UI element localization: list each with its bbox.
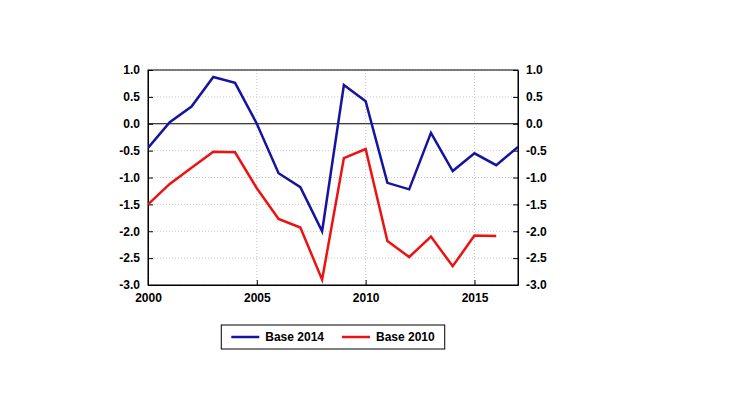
series-line [148, 77, 518, 231]
grid-line-x [474, 70, 475, 285]
tick: -2.0 [119, 225, 153, 239]
tick-label: -3.0 [526, 278, 547, 292]
tick: 1.0 [513, 63, 543, 77]
legend: Base 2014 Base 2010 [221, 325, 444, 349]
tick-mark [474, 280, 475, 285]
tick: 2015 [462, 280, 489, 305]
tick-mark [366, 280, 367, 285]
tick: 0.0 [123, 117, 153, 131]
tick: -1.5 [119, 198, 153, 212]
tick: 2010 [353, 280, 380, 305]
tick-label: 2015 [462, 291, 489, 305]
y2-axis-line [518, 71, 519, 286]
grid-line-y [148, 204, 518, 205]
legend-entry: Base 2010 [342, 330, 435, 344]
tick: -2.5 [119, 251, 153, 265]
tick-label: 2010 [353, 291, 380, 305]
tick: 2000 [135, 280, 162, 305]
tick-label: 2005 [244, 291, 271, 305]
tick-label: -0.5 [526, 144, 547, 158]
lines [148, 77, 518, 280]
tick-mark [513, 204, 518, 205]
tick: 0.5 [513, 90, 543, 104]
legend-box [221, 325, 444, 349]
chart: -3.0-2.5-2.0-1.5-1.0-0.50.00.51.0-3.0-2.… [0, 0, 730, 410]
grid [148, 70, 518, 285]
tick: 0.5 [123, 90, 153, 104]
tick-mark [148, 280, 149, 285]
grid-line-x [256, 70, 257, 285]
tick-label: -0.5 [119, 144, 140, 158]
tick-label: -1.5 [119, 198, 140, 212]
plot: -3.0-2.5-2.0-1.5-1.0-0.50.00.51.0-3.0-2.… [119, 63, 547, 304]
tick: -0.5 [513, 144, 547, 158]
legend-swatch [231, 336, 259, 339]
tick-label: 0.5 [526, 90, 543, 104]
tick-label: -1.5 [526, 198, 547, 212]
tick-mark [513, 258, 518, 259]
tick-mark [148, 258, 153, 259]
tick-label: -2.5 [526, 251, 547, 265]
y-axis: -3.0-2.5-2.0-1.5-1.0-0.50.00.51.0 [119, 63, 153, 292]
tick-label: 0.5 [123, 90, 140, 104]
tick-mark [513, 70, 518, 71]
legend-entry: Base 2014 [231, 330, 324, 344]
tick: -1.0 [119, 171, 153, 185]
tick-label: -1.0 [119, 171, 140, 185]
tick: -2.5 [513, 251, 547, 265]
tick-label: 2000 [135, 291, 162, 305]
tick-label: -2.5 [119, 251, 140, 265]
tick-mark [513, 124, 518, 125]
tick: -1.5 [513, 198, 547, 212]
grid-line-y [148, 231, 518, 232]
tick: -1.0 [513, 171, 547, 185]
tick-label: -2.0 [119, 225, 140, 239]
tick: 0.0 [513, 117, 543, 131]
legend-label: Base 2010 [376, 330, 435, 344]
tick-mark [513, 178, 518, 179]
zero-line [148, 123, 518, 124]
tick-label: -1.0 [526, 171, 547, 185]
tick-label: 1.0 [123, 63, 140, 77]
grid-line-y [148, 258, 518, 259]
series-line [148, 149, 496, 280]
legend-swatch [342, 336, 370, 339]
tick-label: 0.0 [526, 117, 543, 131]
tick-label: -2.0 [526, 225, 547, 239]
tick-mark [148, 231, 153, 232]
tick: -0.5 [119, 144, 153, 158]
tick: -2.0 [513, 225, 547, 239]
tick-label: 1.0 [526, 63, 543, 77]
y2-axis: -3.0 -2.5 -2.0 -1.5 -1.0 -0.5 0.0 0.5 1.0 [513, 63, 547, 292]
grid-line-y [148, 177, 518, 178]
x-axis: 2000 2005 2010 2015 [135, 280, 518, 305]
tick-mark [148, 124, 153, 125]
tick-mark [513, 231, 518, 232]
tick-mark [513, 97, 518, 98]
tick-mark [148, 97, 153, 98]
tick-label: 0.0 [123, 117, 140, 131]
x-axis-line [149, 285, 519, 286]
tick-mark [257, 280, 258, 285]
tick-mark [148, 151, 153, 152]
tick: 2005 [244, 280, 271, 305]
grid-line-y [148, 96, 518, 97]
tick-mark [148, 178, 153, 179]
tick-mark [148, 70, 153, 71]
plot-frame [148, 70, 518, 285]
legend-label: Base 2014 [265, 330, 324, 344]
tick: 1.0 [123, 63, 153, 77]
